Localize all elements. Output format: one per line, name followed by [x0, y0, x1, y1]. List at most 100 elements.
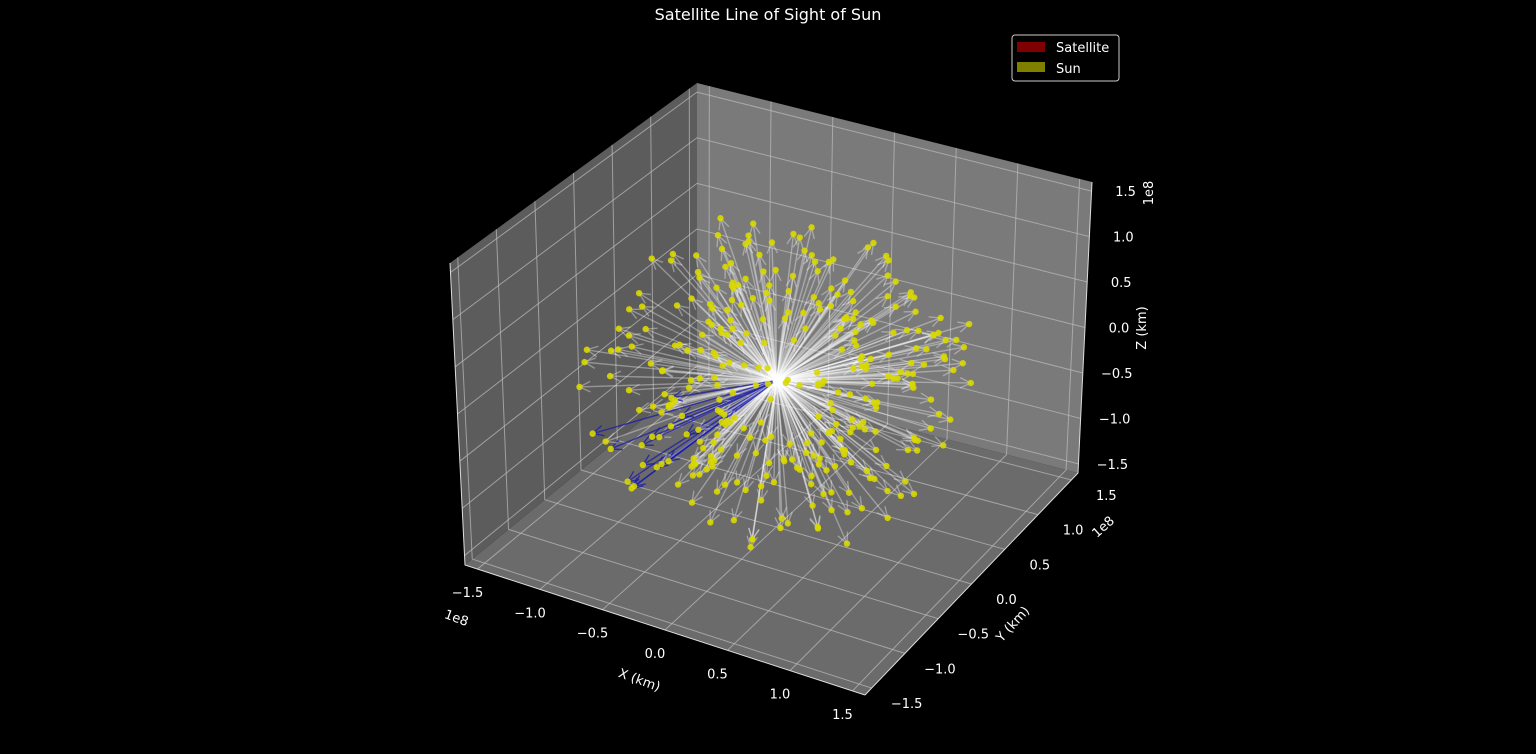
sun-point — [714, 232, 722, 239]
sun-point — [669, 250, 677, 258]
grid-line-z — [464, 365, 1079, 556]
sight-line — [776, 379, 913, 386]
sun-point — [811, 258, 819, 265]
sight-line — [776, 311, 857, 382]
sight-line — [776, 379, 877, 409]
sight-line — [776, 295, 911, 382]
sight-line — [776, 375, 889, 382]
sun-point — [713, 488, 721, 495]
sun-point — [642, 325, 649, 333]
sight-line — [752, 298, 778, 381]
sun-point — [734, 281, 742, 289]
sun-point — [763, 472, 770, 479]
sight-line — [776, 379, 887, 467]
sight-line — [776, 380, 868, 472]
sun-point — [746, 434, 754, 441]
sun-point — [850, 297, 857, 305]
sun-point — [717, 446, 725, 453]
sun-point — [766, 296, 773, 304]
sight-line — [775, 380, 821, 459]
sun-point — [615, 325, 623, 332]
sun-point — [668, 394, 675, 402]
blocked-sight-line — [681, 379, 777, 417]
blocked-sight-line — [642, 379, 777, 466]
sight-line — [693, 380, 777, 464]
sun-point — [870, 319, 877, 326]
z-tick-label: −1.0 — [1099, 412, 1131, 427]
sun-point — [884, 487, 891, 495]
sight-line — [579, 379, 777, 388]
sun-point — [814, 523, 821, 531]
sun-point — [790, 336, 798, 344]
sun-point — [740, 362, 748, 369]
sun-point — [907, 289, 915, 296]
sight-line — [776, 379, 944, 447]
z-axis-label: Z (km) — [1135, 306, 1150, 349]
sun-point — [726, 418, 734, 426]
z-tick-label: −0.5 — [1101, 367, 1133, 382]
sun-point — [908, 359, 915, 367]
sun-point — [828, 285, 835, 292]
sun-point — [870, 239, 877, 247]
sight-line — [731, 328, 778, 381]
sight-line — [747, 235, 778, 381]
sight-line — [776, 379, 819, 418]
sun-point — [884, 514, 891, 522]
sight-line — [713, 380, 777, 443]
sight-line — [720, 328, 777, 382]
sun-point — [729, 279, 736, 286]
sun-point — [766, 282, 773, 289]
grid-line-z — [457, 228, 1086, 415]
sun-point — [733, 452, 741, 459]
sight-line — [775, 380, 789, 524]
sun-point — [930, 331, 937, 339]
sun-point — [807, 480, 815, 488]
sight-line — [775, 380, 782, 529]
sun-point — [814, 268, 821, 275]
sight-line — [776, 379, 915, 439]
sight-line — [776, 371, 901, 382]
sun-point — [940, 442, 947, 449]
sight-line — [731, 285, 778, 381]
sun-point — [937, 314, 944, 322]
sun-point — [740, 424, 747, 432]
sun-point — [714, 381, 721, 389]
sun-point — [820, 490, 827, 498]
sight-line — [768, 380, 778, 464]
sight-line — [776, 358, 946, 382]
sight-line — [775, 288, 832, 381]
sun-point — [694, 268, 702, 276]
sun-point — [683, 431, 690, 438]
sight-line — [776, 362, 912, 382]
z-tick-label: 0.0 — [1109, 322, 1130, 337]
sun-point — [760, 268, 767, 275]
sun-point — [729, 325, 736, 332]
sun-point — [942, 336, 949, 344]
sun-point — [800, 309, 807, 316]
sight-line — [721, 248, 778, 381]
sun-point — [752, 382, 759, 389]
sight-line — [775, 380, 785, 460]
sun-point — [784, 520, 792, 527]
sight-line — [751, 380, 778, 540]
sight-line — [776, 291, 912, 382]
sight-line — [775, 237, 801, 381]
sun-point — [714, 406, 722, 414]
sight-line — [758, 254, 778, 381]
sun-point — [721, 481, 729, 488]
sight-line — [692, 380, 778, 476]
sight-line — [691, 380, 778, 503]
sun-point — [756, 251, 763, 259]
sight-line — [671, 379, 777, 405]
sun-point — [850, 364, 857, 372]
y-tick-label: −0.5 — [957, 628, 989, 643]
sun-point — [815, 461, 823, 468]
sun-point — [761, 339, 768, 347]
sight-line — [775, 380, 812, 434]
legend-label-satellite: Satellite — [1056, 41, 1109, 56]
sight-line — [776, 380, 846, 451]
sight-line — [584, 361, 777, 382]
sun-point — [707, 458, 714, 466]
sun-point — [885, 351, 893, 358]
sun-point — [738, 301, 745, 309]
